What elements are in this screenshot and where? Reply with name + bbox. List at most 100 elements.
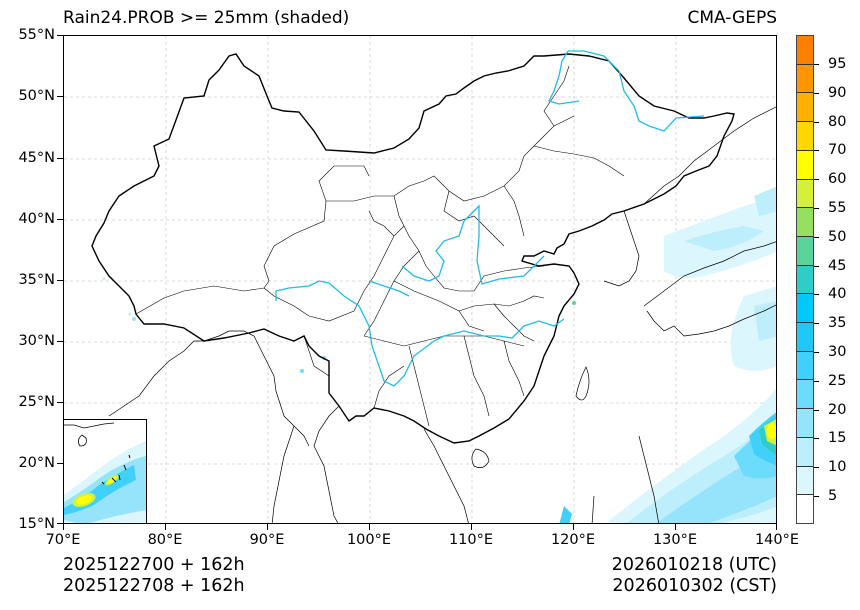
x-tick-mark <box>63 524 64 530</box>
x-tick-label: 100°E <box>346 532 392 548</box>
valid-time-utc: 2026010218 (UTC) <box>611 555 777 575</box>
colorbar-segment <box>797 207 813 236</box>
valid-time-block: 2026010218 (UTC) 2026010302 (CST) <box>612 555 777 597</box>
probability-shading <box>102 186 776 523</box>
map-canvas <box>64 36 776 523</box>
colorbar-tick <box>814 410 819 411</box>
colorbar-label: 30 <box>828 344 847 360</box>
colorbar-tick <box>814 150 819 151</box>
colorbar-segment <box>797 465 813 495</box>
x-tick-label: 140°E <box>754 532 800 548</box>
x-tick-mark <box>165 524 166 530</box>
colorbar-label: 5 <box>828 488 838 504</box>
inset-map <box>64 422 146 523</box>
x-tick-label: 110°E <box>448 532 494 548</box>
colorbar-tick <box>814 266 819 267</box>
colorbar-tick <box>814 381 819 382</box>
colorbar-label: 60 <box>828 171 847 187</box>
colorbar-segment <box>797 36 813 64</box>
x-tick-label: 90°E <box>249 532 285 548</box>
y-tick-label: 15°N <box>18 516 55 532</box>
colorbar-segment <box>797 322 813 351</box>
chart-title: Rain24.PROB >= 25mm (shaded) <box>63 8 350 28</box>
colorbar-segment <box>797 121 813 150</box>
colorbar-segment <box>797 436 813 466</box>
colorbar-tick <box>814 122 819 123</box>
colorbar-label: 95 <box>828 56 847 72</box>
national-border <box>91 53 735 444</box>
y-tick-label: 35°N <box>18 272 55 288</box>
neighbor-borders <box>108 106 776 523</box>
colorbar-segment <box>797 178 813 208</box>
colorbar-tick <box>814 179 819 180</box>
init-time-utc: 2025122700 + 162h <box>63 555 245 575</box>
colorbar <box>796 35 814 524</box>
y-tick-mark <box>57 219 63 220</box>
colorbar-label: 25 <box>828 373 847 389</box>
x-tick-mark <box>267 524 268 530</box>
y-tick-label: 45°N <box>18 150 55 166</box>
y-tick-label: 25°N <box>18 394 55 410</box>
x-tick-mark <box>471 524 472 530</box>
map-plot-area <box>63 35 777 524</box>
colorbar-label: 35 <box>828 315 847 331</box>
valid-time-cst: 2026010302 (CST) <box>612 576 777 596</box>
y-tick-label: 40°N <box>18 211 55 227</box>
y-tick-label: 55°N <box>18 27 55 43</box>
y-tick-mark <box>57 158 63 159</box>
colorbar-segment <box>797 92 813 122</box>
colorbar-segment <box>797 293 813 323</box>
x-tick-label: 70°E <box>45 532 81 548</box>
y-tick-mark <box>57 463 63 464</box>
colorbar-label: 20 <box>828 402 847 418</box>
colorbar-segment <box>797 379 813 409</box>
colorbar-tick <box>814 93 819 94</box>
y-tick-mark <box>57 35 63 36</box>
colorbar-tick <box>814 352 819 353</box>
y-tick-label: 30°N <box>18 333 55 349</box>
y-tick-mark <box>57 96 63 97</box>
x-tick-label: 80°E <box>147 532 183 548</box>
colorbar-segment <box>797 494 813 523</box>
x-tick-mark <box>675 524 676 530</box>
colorbar-segment <box>797 408 813 437</box>
colorbar-segment <box>797 63 813 93</box>
colorbar-tick <box>814 294 819 295</box>
colorbar-label: 70 <box>828 142 847 158</box>
x-tick-label: 120°E <box>550 532 596 548</box>
x-tick-mark <box>369 524 370 530</box>
colorbar-label: 15 <box>828 430 847 446</box>
provincial-borders <box>135 65 625 427</box>
x-tick-label: 130°E <box>652 532 698 548</box>
colorbar-tick <box>814 208 819 209</box>
colorbar-segment <box>797 235 813 265</box>
init-time-block: 2025122700 + 162h 2025122708 + 162h <box>63 555 245 597</box>
y-tick-label: 20°N <box>18 455 55 471</box>
y-tick-mark <box>57 523 63 524</box>
colorbar-segment <box>797 264 813 294</box>
x-tick-mark <box>573 524 574 530</box>
colorbar-label: 90 <box>828 85 847 101</box>
south-china-sea-inset <box>63 419 147 524</box>
colorbar-segment <box>797 350 813 380</box>
x-tick-mark <box>776 524 777 530</box>
colorbar-tick <box>814 64 819 65</box>
colorbar-segment <box>797 149 813 179</box>
colorbar-tick <box>814 323 819 324</box>
y-tick-label: 50°N <box>18 88 55 104</box>
colorbar-label: 10 <box>828 459 847 475</box>
init-time-cst: 2025122708 + 162h <box>63 576 245 596</box>
colorbar-tick <box>814 467 819 468</box>
colorbar-label: 45 <box>828 258 847 274</box>
model-name: CMA-GEPS <box>687 8 777 28</box>
y-tick-mark <box>57 402 63 403</box>
gridlines <box>64 36 776 523</box>
colorbar-tick <box>814 237 819 238</box>
colorbar-label: 40 <box>828 286 847 302</box>
y-tick-mark <box>57 341 63 342</box>
y-tick-mark <box>57 280 63 281</box>
colorbar-label: 80 <box>828 114 847 130</box>
rivers <box>275 50 705 387</box>
colorbar-tick <box>814 438 819 439</box>
colorbar-tick <box>814 496 819 497</box>
